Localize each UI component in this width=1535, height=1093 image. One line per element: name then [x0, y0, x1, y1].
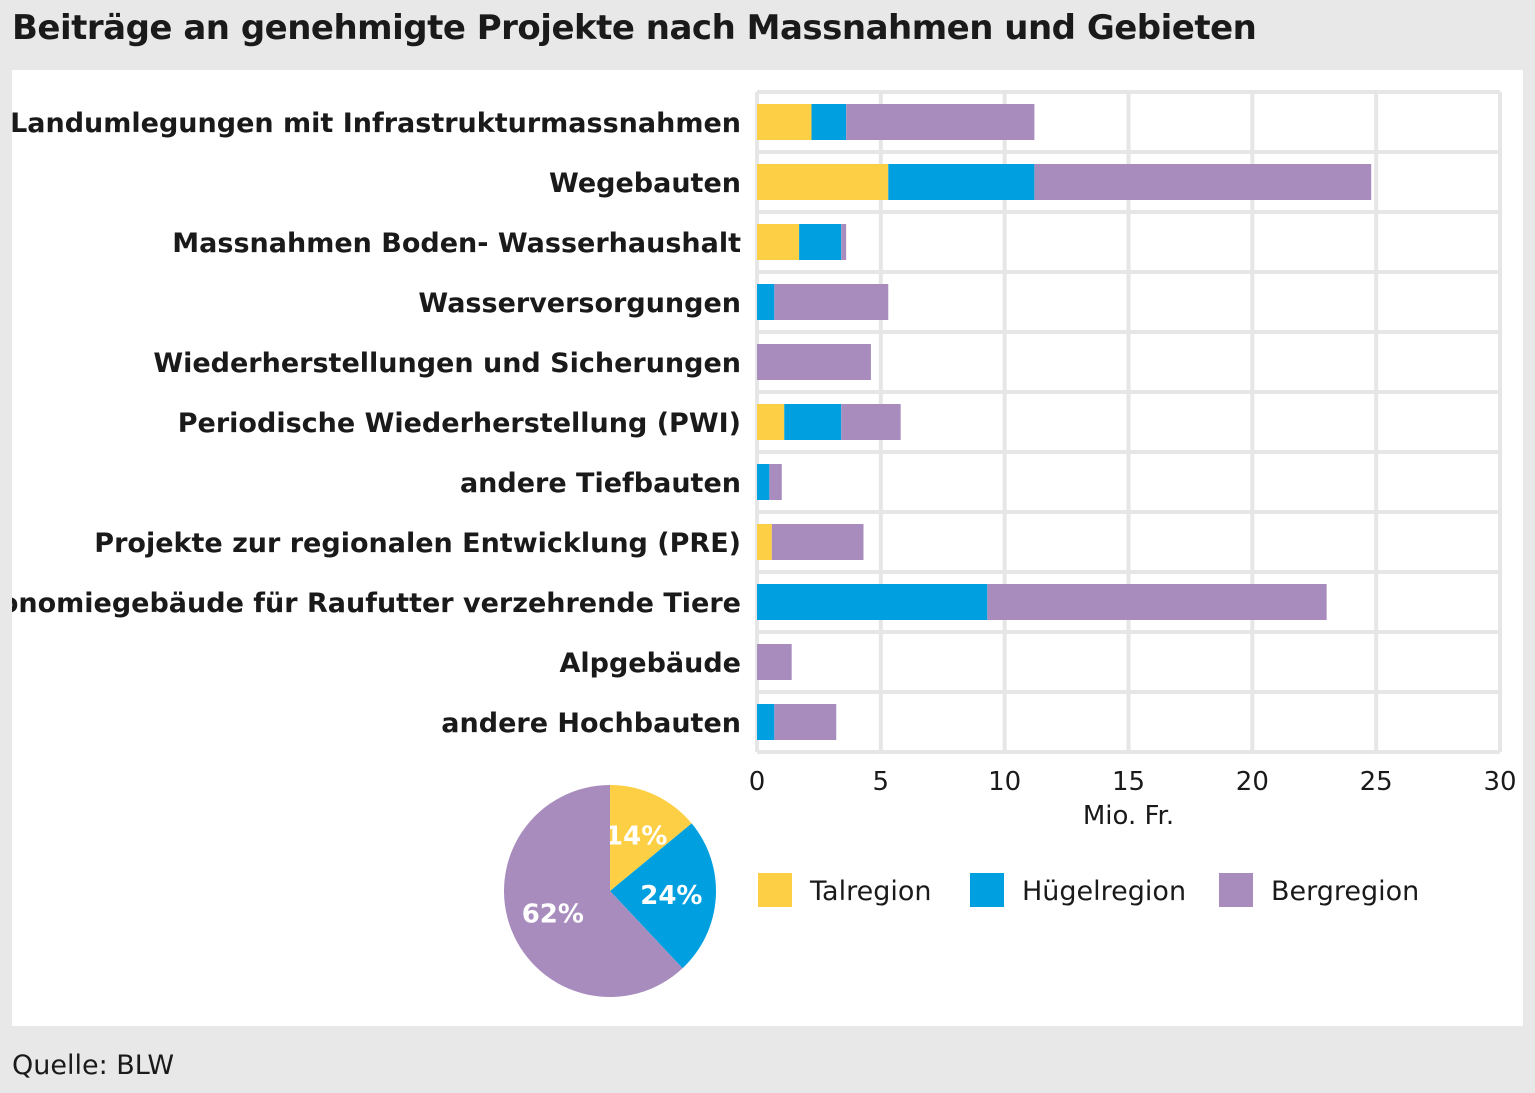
bar-segment-bergregion: [1034, 164, 1372, 200]
legend-label: Hügelregion: [1022, 876, 1186, 907]
bar-segment-talregion: [757, 224, 800, 260]
bar-segment-bergregion: [774, 704, 837, 740]
legend-swatch-talregion: [758, 873, 792, 907]
category-label: Wasserversorgungen: [418, 288, 741, 319]
bar-segment-bergregion: [774, 284, 889, 320]
x-axis-title: Mio. Fr.: [1083, 801, 1174, 831]
pie-slice-label: 62%: [522, 900, 584, 930]
bar-segment-hügelregion: [757, 464, 770, 500]
pie-slice-bergregion: [504, 785, 683, 997]
category-label: Alpgebäude: [559, 648, 741, 679]
x-tick-label: 30: [1483, 767, 1516, 797]
bar-segment-hügelregion: [888, 164, 1035, 200]
x-tick-label: 5: [873, 767, 890, 797]
category-label: Wiederherstellungen und Sicherungen: [153, 348, 741, 379]
category-label: andere Tiefbauten: [460, 468, 741, 499]
bar-segment-bergregion: [987, 584, 1327, 620]
x-tick-label: 10: [988, 767, 1021, 797]
category-label: Projekte zur regionalen Entwicklung (PRE…: [94, 528, 741, 559]
category-label: Wegebauten: [549, 168, 741, 199]
x-tick-label: 15: [1112, 767, 1145, 797]
chart-svg: Landumlegungen mit Infrastrukturmassnahm…: [12, 90, 1517, 997]
pie-slice-label: 24%: [640, 881, 702, 911]
bar-segment-bergregion: [771, 524, 864, 560]
bar-segment-talregion: [757, 104, 812, 140]
legend-swatch-hügelregion: [970, 873, 1004, 907]
bar-segment-talregion: [757, 524, 772, 560]
chart-panel: Landumlegungen mit Infrastrukturmassnahm…: [12, 70, 1523, 1026]
pie-slice-hügelregion: [610, 823, 716, 969]
source-note: Quelle: BLW: [12, 1050, 175, 1081]
bar-segment-bergregion: [757, 344, 871, 380]
bar-segment-bergregion: [841, 224, 847, 260]
pie-slice-label: 14%: [605, 821, 667, 851]
category-label: Massnahmen Boden- Wasserhaushalt: [172, 228, 741, 259]
bar-segment-bergregion: [841, 404, 901, 440]
bar-segment-talregion: [757, 164, 889, 200]
bar-segment-talregion: [757, 404, 785, 440]
legend-label: Bergregion: [1271, 876, 1419, 907]
pie-slice-talregion: [610, 785, 692, 891]
bar-segment-bergregion: [757, 644, 792, 680]
category-label: Landumlegungen mit Infrastrukturmassnahm…: [12, 108, 741, 139]
bar-segment-bergregion: [846, 104, 1035, 140]
bar-segment-hügelregion: [757, 284, 775, 320]
legend-swatch-bergregion: [1219, 873, 1253, 907]
bar-segment-bergregion: [769, 464, 782, 500]
x-tick-label: 0: [749, 767, 766, 797]
bar-segment-hügelregion: [757, 584, 988, 620]
category-label: andere Hochbauten: [441, 708, 741, 739]
bar-segment-hügelregion: [784, 404, 842, 440]
category-label: Periodische Wiederherstellung (PWI): [178, 408, 741, 439]
bar-segment-hügelregion: [799, 224, 842, 260]
bar-segment-hügelregion: [811, 104, 847, 140]
bar-segment-hügelregion: [757, 704, 775, 740]
x-tick-label: 20: [1236, 767, 1269, 797]
chart-title: Beiträge an genehmigte Projekte nach Mas…: [12, 8, 1257, 48]
x-tick-label: 25: [1360, 767, 1393, 797]
category-label: Ökonomiegebäude für Raufutter verzehrend…: [12, 586, 741, 619]
legend-label: Talregion: [809, 876, 931, 907]
